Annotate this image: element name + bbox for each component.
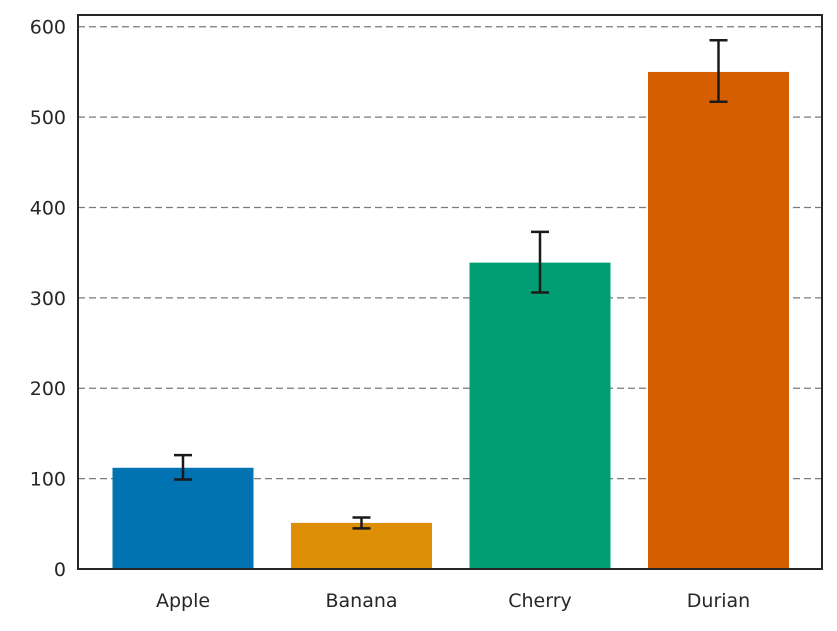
x-tick-label-durian: Durian <box>687 590 750 612</box>
bar-cherry <box>469 262 611 569</box>
bars <box>112 71 789 570</box>
x-tick-label-apple: Apple <box>156 590 210 612</box>
plot-frame <box>77 14 823 570</box>
x-tick-label-cherry: Cherry <box>508 590 572 612</box>
error-bar-cherry <box>531 230 549 294</box>
y-tick-label: 400 <box>30 197 66 219</box>
y-tick-label: 200 <box>30 378 66 400</box>
x-axis-ticks: Apple Banana Cherry Durian <box>156 590 750 612</box>
bar-banana <box>291 522 432 569</box>
y-tick-label: 600 <box>30 17 66 39</box>
error-bar-apple <box>174 453 192 481</box>
y-tick-label: 100 <box>30 469 66 491</box>
y-tick-label: 0 <box>54 559 66 581</box>
y-tick-label: 300 <box>30 288 66 310</box>
x-tick-label-banana: Banana <box>325 590 397 612</box>
y-tick-label: 500 <box>30 107 66 129</box>
error-bar-durian <box>709 39 728 104</box>
bar-durian <box>648 71 789 570</box>
bar-apple <box>112 467 254 569</box>
y-axis-ticks: 0 100 200 300 400 500 600 <box>30 17 66 581</box>
error-bars <box>174 39 728 530</box>
error-bar-banana <box>352 516 371 530</box>
